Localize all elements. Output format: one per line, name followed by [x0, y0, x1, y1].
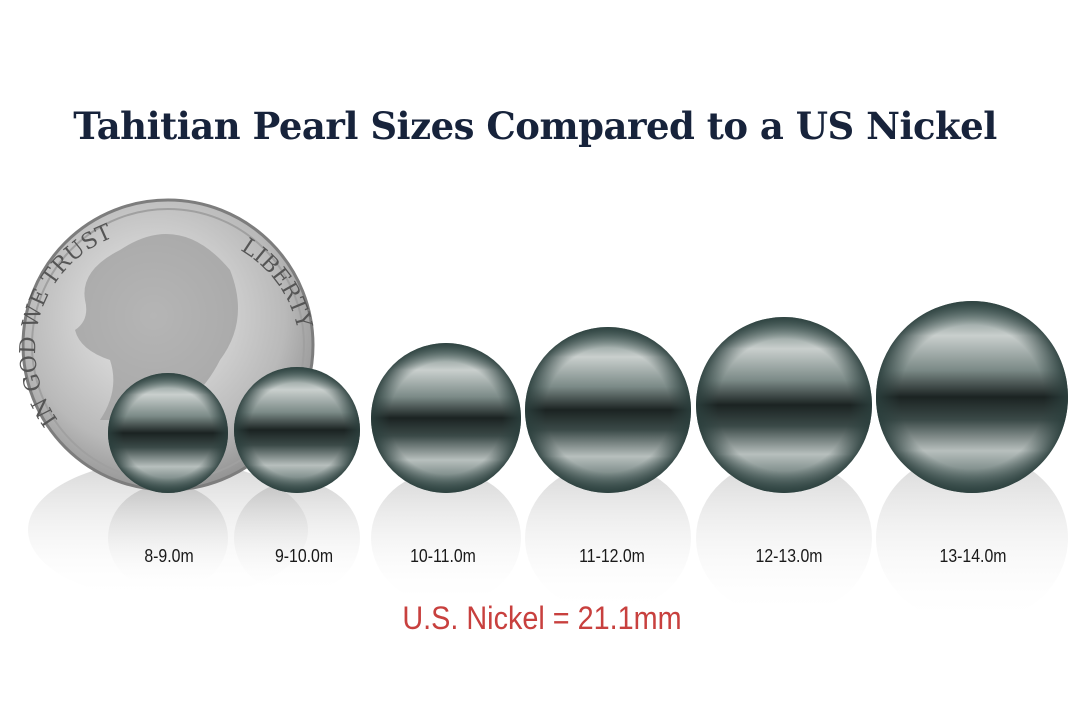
pearl-size-label: 8-9.0m [144, 546, 194, 566]
pearl [371, 343, 521, 606]
pearl-size-label: 9-10.0m [274, 546, 334, 566]
pearl-size-label: 11-12.0m [579, 546, 645, 566]
pearl-reflection [696, 458, 872, 618]
pearl-reflection [876, 451, 1068, 625]
page-title: Tahitian Pearl Sizes Compared to a US Ni… [73, 104, 997, 148]
pearl-shading [108, 373, 228, 493]
pearl-shading [696, 317, 872, 493]
pearl-size-label: 13-14.0m [939, 546, 1007, 566]
jefferson-portrait [75, 234, 238, 420]
pearl-reflection [371, 470, 521, 606]
pearl-size-label: 12-13.0m [755, 546, 823, 566]
pearl [234, 367, 360, 595]
pearl-reflection [108, 484, 228, 592]
pearl [525, 327, 691, 613]
pearl-reflection [234, 481, 360, 595]
nickel-size-note: U.S. Nickel = 21.1mm [402, 600, 682, 636]
pearl-reflection [525, 463, 691, 613]
pearl-shading [371, 343, 521, 493]
pearl [876, 301, 1068, 625]
pearl [696, 317, 872, 618]
pearl-size-label: 10-11.0m [410, 546, 476, 566]
pearl-shading [876, 301, 1068, 493]
pearl-shading [525, 327, 691, 493]
pearl-shading [234, 367, 360, 493]
pearl [108, 373, 228, 592]
